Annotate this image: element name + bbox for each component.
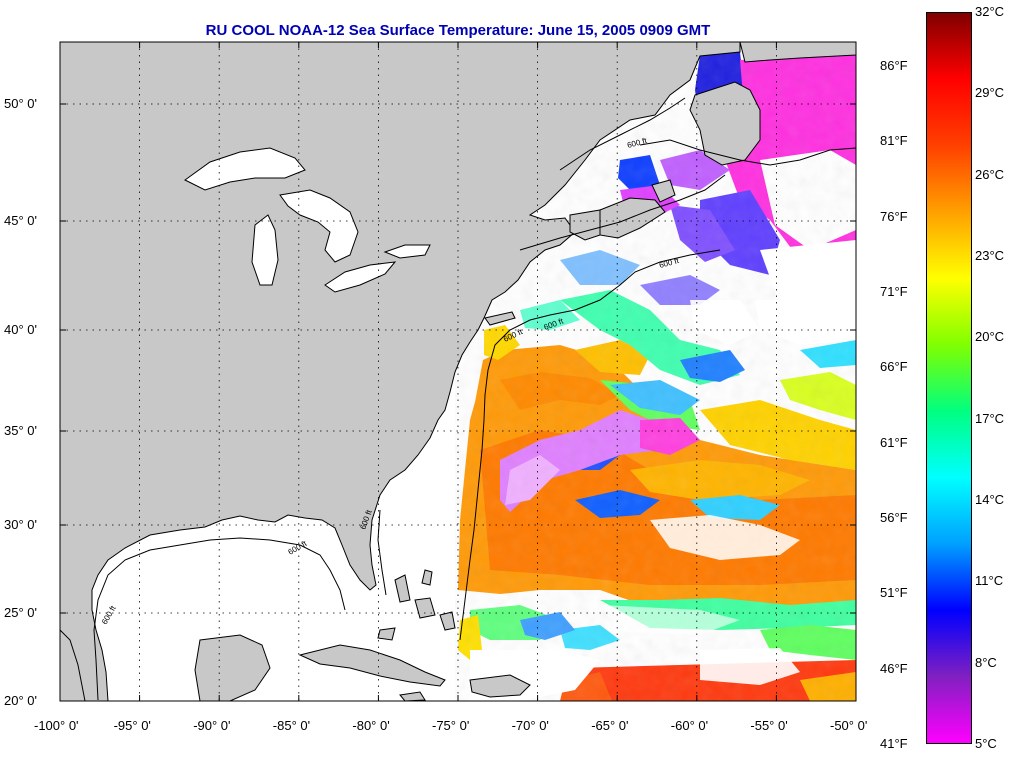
- colorbar-fahrenheit-label: 86°F: [880, 58, 908, 73]
- lat-tick-label: 45° 0': [4, 213, 37, 228]
- colorbar-fahrenheit-label: 66°F: [880, 359, 908, 375]
- lon-tick-label: -95° 0': [113, 718, 151, 733]
- colorbar-celsius-label: 26°C: [975, 166, 1005, 182]
- isobath-600ft: [93, 97, 856, 701]
- colorbar-fahrenheit-label: 51°F: [880, 585, 908, 601]
- colorbar-fahrenheit-label: 46°F: [880, 660, 908, 676]
- lon-tick-label: -75° 0': [432, 718, 470, 733]
- lon-tick-label: -70° 0': [511, 718, 549, 733]
- colorbar-celsius-label: 20°C: [975, 329, 1005, 345]
- colorbar-celsius-label: 29°C: [975, 85, 1005, 101]
- colorbar-celsius-label: 5°C: [975, 736, 997, 751]
- lon-tick-label: -90° 0': [193, 718, 231, 733]
- cloud-cover: [470, 240, 856, 701]
- colorbar-fahrenheit-label: 81°F: [880, 133, 908, 149]
- lon-tick-label: -80° 0': [352, 718, 390, 733]
- lon-tick-label: -50° 0': [830, 718, 868, 733]
- colorbar-fahrenheit-label: 41°F: [880, 736, 908, 751]
- colorbar-celsius-label: 17°C: [975, 410, 1005, 426]
- lat-tick-label: 35° 0': [4, 423, 37, 438]
- lat-tick-label: 25° 0': [4, 605, 37, 620]
- colorbar-celsius-label: 32°C: [975, 4, 1005, 19]
- lon-tick-label: -100° 0': [34, 718, 79, 733]
- great-lakes: [184, 147, 431, 293]
- colorbar-celsius-label: 8°C: [975, 654, 997, 670]
- lon-tick-label: -85° 0': [272, 718, 311, 733]
- lat-tick-label: 50° 0': [4, 96, 37, 111]
- colorbar-celsius-label: 14°C: [975, 492, 1005, 507]
- colorbar-celsius-label: 23°C: [975, 248, 1005, 263]
- lon-tick-label: -60° 0': [670, 718, 709, 733]
- lat-tick-label: 30° 0': [4, 517, 37, 532]
- colorbar-fahrenheit-label: 56°F: [880, 510, 908, 525]
- colorbar-celsius-label: 11°C: [975, 573, 1004, 589]
- lon-tick-label: -55° 0': [750, 718, 788, 733]
- map-grid: [60, 42, 856, 701]
- lon-tick-label: -65° 0': [591, 718, 629, 733]
- colorbar-fahrenheit-label: 76°F: [880, 208, 908, 224]
- axis-ticks: [59, 42, 857, 702]
- land: [60, 42, 856, 701]
- lat-tick-label: 40° 0': [4, 322, 37, 337]
- temperature-colorbar: [926, 12, 972, 744]
- lat-tick-label: 20° 0': [4, 693, 37, 708]
- colorbar-fahrenheit-label: 71°F: [880, 284, 908, 299]
- map-title: RU COOL NOAA-12 Sea Surface Temperature:…: [205, 22, 711, 39]
- colorbar-fahrenheit-label: 61°F: [880, 434, 908, 450]
